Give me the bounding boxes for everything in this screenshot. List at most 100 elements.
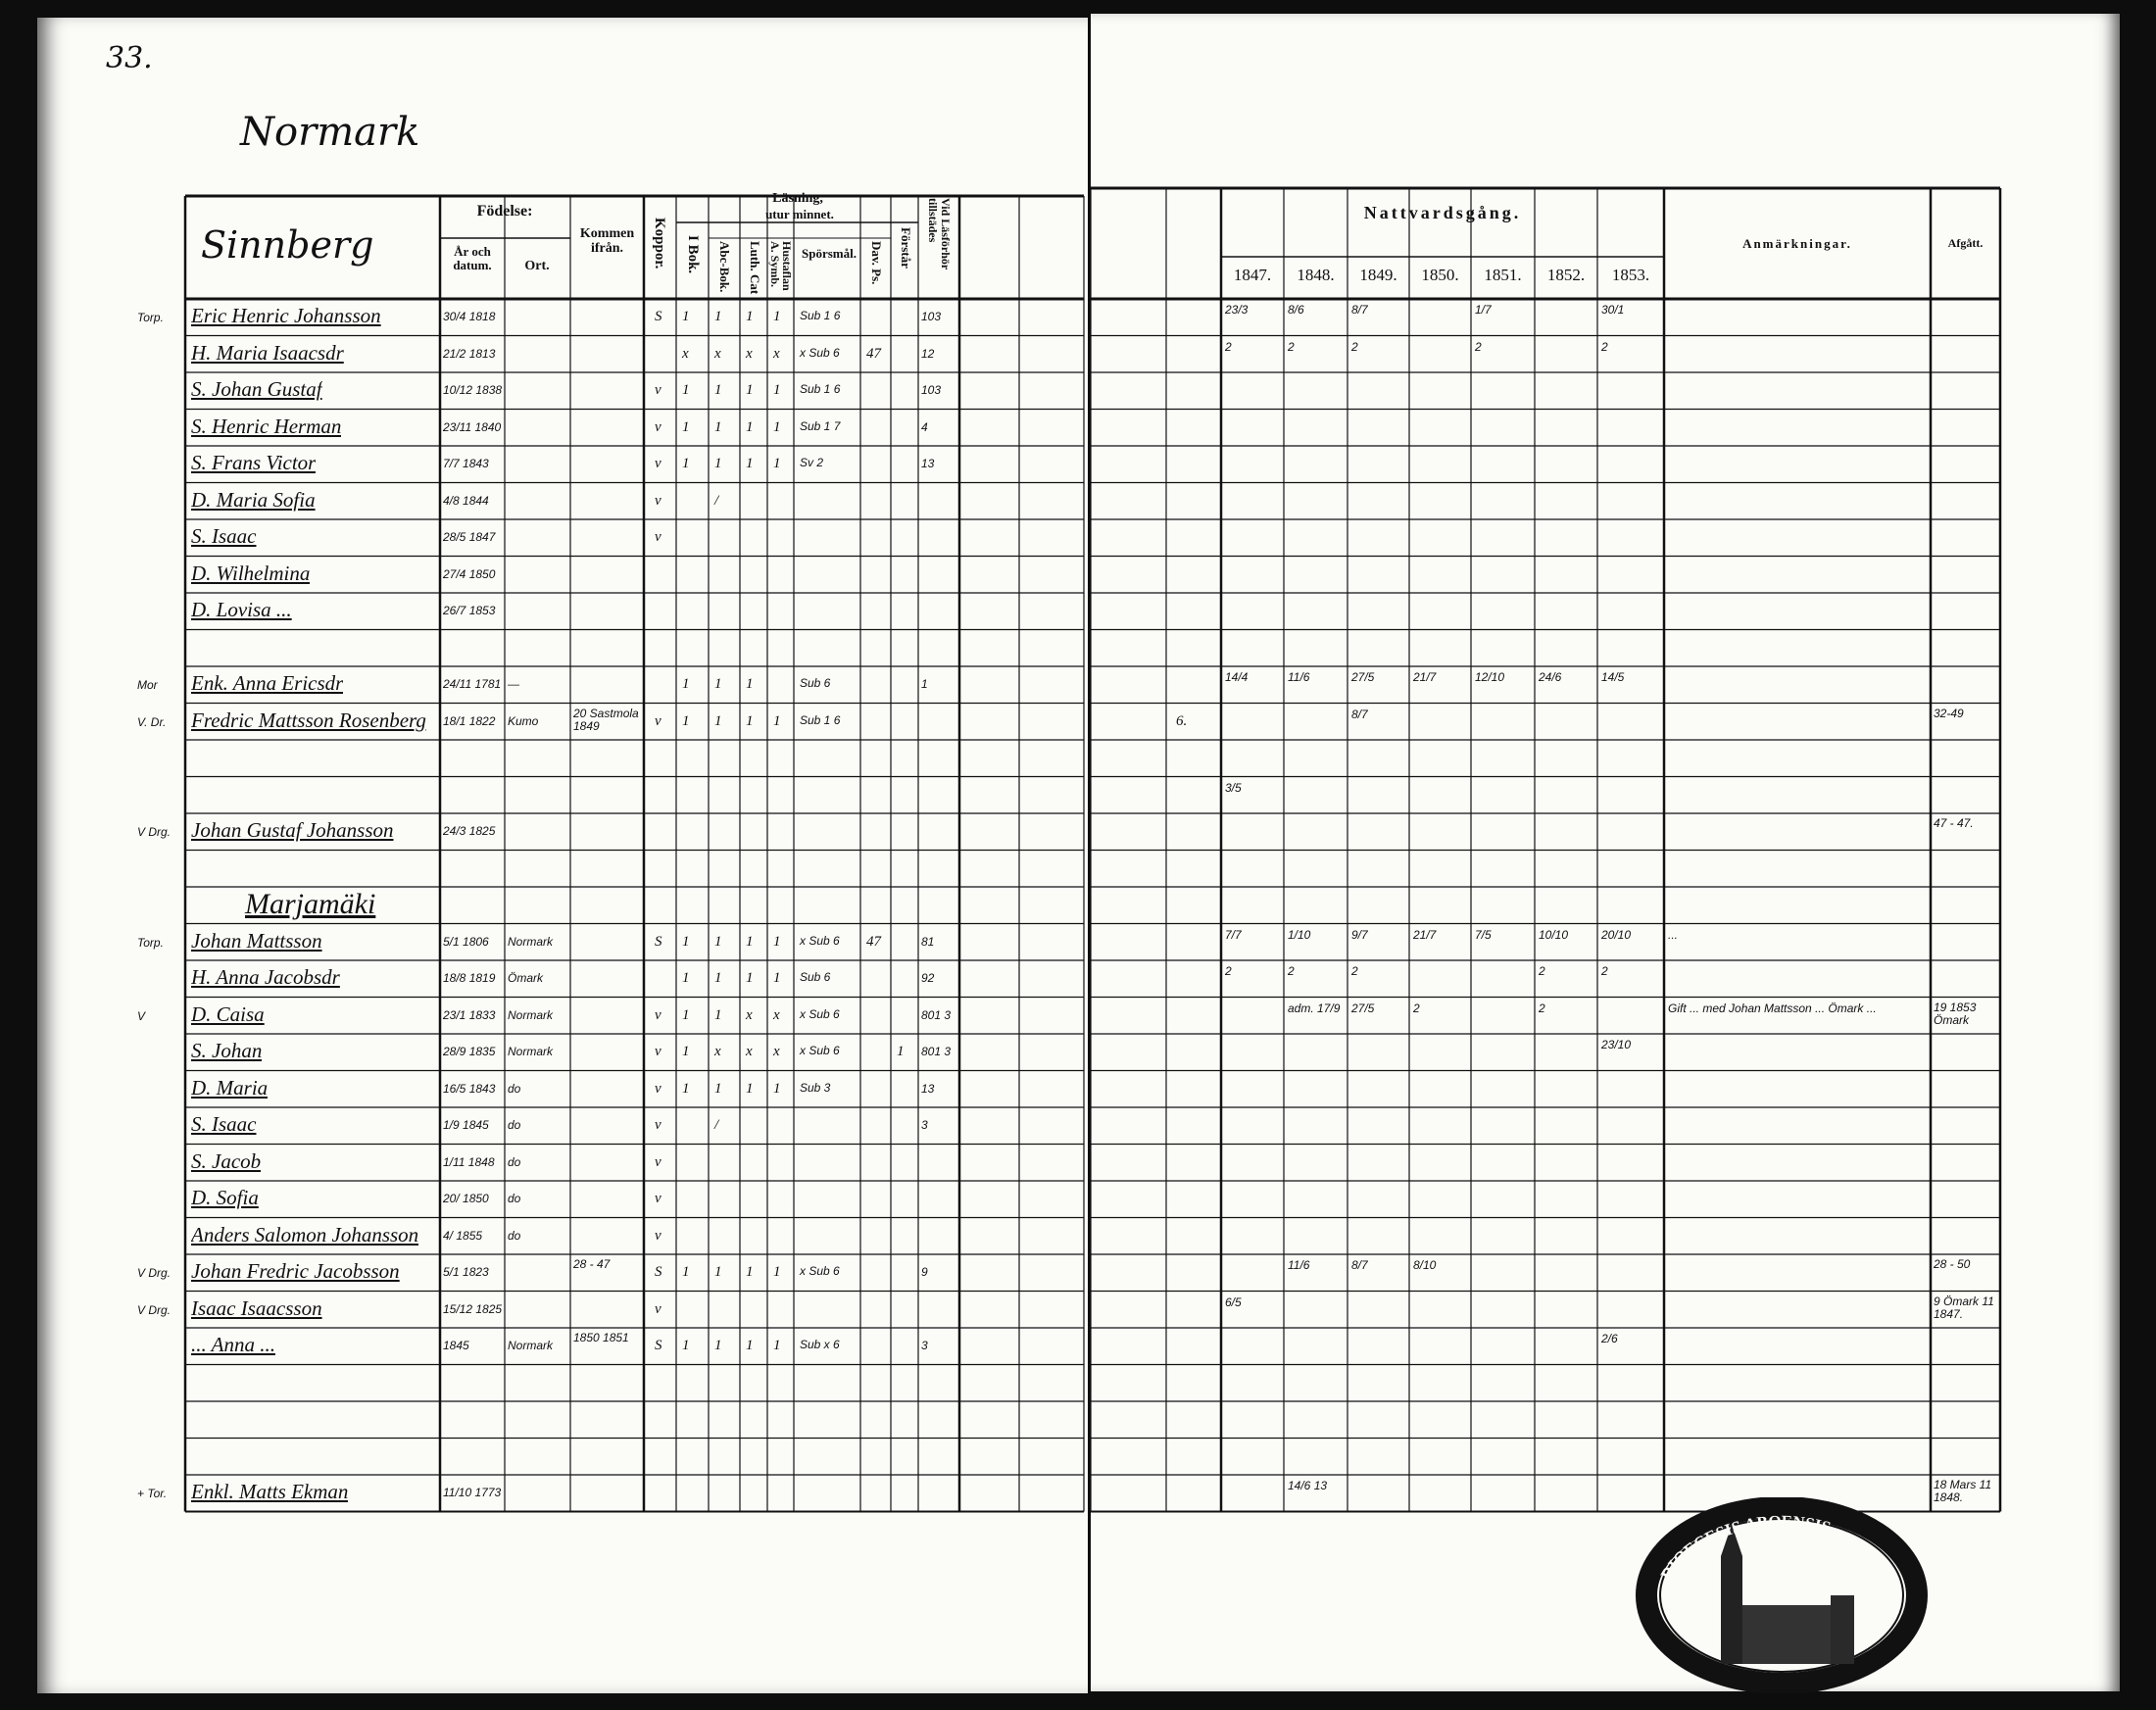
smallpox: S xyxy=(655,1264,662,1280)
reading-mark: Sub 6 xyxy=(800,676,831,690)
smallpox: v xyxy=(655,1080,662,1097)
person-name: D. Caisa xyxy=(191,1002,265,1026)
reading-mark: 1 xyxy=(746,970,754,986)
departure: 19 1853 Ömark xyxy=(1934,1000,1977,1027)
reading-mark: 1 xyxy=(773,712,781,729)
birth-place: Normark xyxy=(508,1339,554,1352)
year-header: 1847. xyxy=(1233,266,1272,284)
reading-mark: 1 xyxy=(682,933,690,950)
person-name: D. Sofia xyxy=(191,1186,259,1209)
reading-mark: Sub 3 xyxy=(800,1080,831,1095)
communion-date: 2 xyxy=(1601,339,1608,354)
communion-date: 2 xyxy=(1225,964,1232,978)
person-name: Eric Henric Johansson xyxy=(191,304,381,327)
remark: ... xyxy=(1668,927,1679,942)
birth-date: 1/9 1845 xyxy=(443,1118,489,1132)
reading-mark: Sub 6 xyxy=(800,970,831,984)
person-name: Enk. Anna Ericsdr xyxy=(191,671,344,695)
reading-mark: 1 xyxy=(746,712,754,729)
examination-attendance: 81 xyxy=(921,934,935,949)
communion-date: 8/7 xyxy=(1351,1258,1368,1272)
person-name: H. Anna Jacobsdr xyxy=(191,965,340,989)
birth-date: 4/8 1844 xyxy=(443,493,489,508)
communion-date: 6/5 xyxy=(1225,1295,1242,1309)
reading-mark: 1 xyxy=(714,1006,722,1023)
reading-mark: 1 xyxy=(746,676,754,692)
year-header: 1853. xyxy=(1611,266,1650,284)
departure: 28 - 50 xyxy=(1934,1257,1971,1271)
header-kommen-ifran: Kommen ifrån. xyxy=(579,226,635,256)
communion-date: 1/7 xyxy=(1475,303,1492,317)
reading-mark: 1 xyxy=(682,309,690,324)
header-koppor: Koppor. xyxy=(652,218,667,269)
communion-date: 8/6 xyxy=(1288,303,1304,317)
birth-place: Ömark xyxy=(508,971,543,985)
reading-mark: 1 xyxy=(746,309,754,324)
examination-attendance: 3 xyxy=(921,1118,928,1132)
communion-date: 8/7 xyxy=(1351,303,1368,317)
communion-date: 3/5 xyxy=(1225,780,1242,795)
reading-mark: 1 xyxy=(682,1338,690,1353)
smallpox: v xyxy=(655,1300,662,1317)
person-name: Enkl. Matts Ekman xyxy=(191,1480,349,1503)
communion-date: 7/7 xyxy=(1225,927,1242,942)
year-header: 1849. xyxy=(1359,266,1397,284)
reading-mark: 1 xyxy=(746,933,754,950)
communion-date: 8/10 xyxy=(1413,1258,1437,1272)
person-name: D. Lovisa ... xyxy=(191,598,292,621)
examination-attendance: 12 xyxy=(921,346,935,361)
birth-place: Normark xyxy=(508,1007,554,1022)
communion-date: 20/10 xyxy=(1601,927,1632,942)
examination-attendance: 801 3 xyxy=(921,1045,952,1058)
village-title: Normark xyxy=(240,110,420,155)
smallpox: v xyxy=(655,1227,662,1244)
reading-mark: x Sub 6 xyxy=(800,1006,840,1021)
reading-mark: Sub 1 6 xyxy=(800,382,841,396)
header-luth-cat: Luth. Cat xyxy=(748,241,762,295)
reading-mark: 1 xyxy=(682,676,690,692)
birth-date: 5/1 1823 xyxy=(443,1265,489,1279)
birth-date: 24/11 1781 xyxy=(443,677,502,691)
communion-date: 9/7 xyxy=(1351,927,1368,942)
smallpox: v xyxy=(655,382,662,398)
reading-mark: 1 xyxy=(773,1080,781,1097)
examination-attendance: 4 xyxy=(921,419,928,434)
communion-date: 2 xyxy=(1351,964,1358,978)
diocese-stamp: DIOECESIS ABOENSIS xyxy=(1636,1497,1928,1693)
communion-date: 2 xyxy=(1288,339,1295,354)
communion-date: 10/10 xyxy=(1539,927,1569,942)
birth-date: 23/1 1833 xyxy=(443,1007,496,1022)
reading-mark: 1 xyxy=(773,1338,781,1353)
birth-date: 20/ 1850 xyxy=(443,1192,489,1205)
person-name: D. Wilhelmina xyxy=(191,561,311,585)
smallpox: S xyxy=(655,933,662,950)
reading-mark: Sub x 6 xyxy=(800,1338,840,1351)
person-name: Isaac Isaacsson xyxy=(191,1295,322,1320)
birth-place: — xyxy=(508,677,519,691)
communion-date: 2 xyxy=(1539,1001,1545,1015)
examination-attendance: 92 xyxy=(921,971,935,985)
smallpox: v xyxy=(655,1191,662,1206)
examination-attendance: 103 xyxy=(921,310,942,323)
reading-mark: 1 xyxy=(746,456,754,471)
year-header: 1851. xyxy=(1484,266,1522,284)
birth-place: do xyxy=(508,1081,521,1096)
examination-attendance: 801 3 xyxy=(921,1007,952,1022)
communion-date: 11/6 xyxy=(1288,670,1310,684)
header-fodelse: Födelse: xyxy=(476,203,533,220)
reading-mark: 1 xyxy=(714,456,722,471)
communion-date: 24/6 xyxy=(1539,670,1562,684)
person-name: Anders Salomon Johansson xyxy=(191,1222,419,1246)
birth-date: 15/12 1825 xyxy=(443,1301,503,1316)
reading-mark: 1 xyxy=(714,676,722,692)
reading-mark: 1 xyxy=(773,309,781,324)
examination-attendance: 3 xyxy=(921,1339,928,1352)
birth-date: 16/5 1843 xyxy=(443,1081,496,1096)
communion-date: 8/7 xyxy=(1351,707,1368,721)
reading-mark: 1 xyxy=(682,418,690,435)
reading-mark: x xyxy=(746,345,753,362)
examination-attendance: 103 xyxy=(921,383,942,397)
row-margin-note: V xyxy=(137,1008,146,1023)
reading-mark: x xyxy=(773,345,780,362)
smallpox: v xyxy=(655,1006,662,1023)
